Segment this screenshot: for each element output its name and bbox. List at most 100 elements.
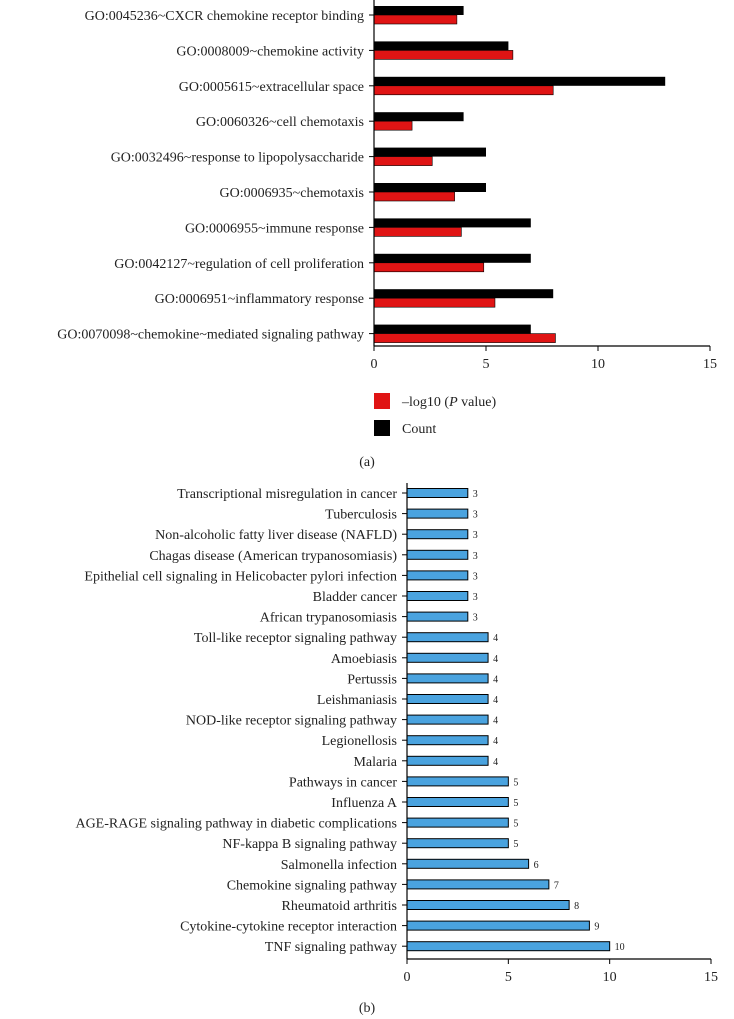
bar	[406, 694, 489, 704]
bar	[406, 858, 530, 869]
legend-swatch-pvalue	[374, 393, 390, 409]
bar	[406, 735, 489, 746]
bar-pvalue	[373, 14, 458, 25]
bar-count	[374, 289, 554, 299]
legend-label-count: Count	[402, 422, 436, 437]
bar-count	[374, 6, 464, 15]
bar-pvalue	[373, 120, 413, 131]
category-label: GO:0032496~response to lipopolysaccharid…	[111, 151, 364, 166]
category-label: Legionellosis	[322, 734, 397, 749]
data-label: 4	[493, 674, 498, 685]
data-label: 4	[493, 654, 498, 665]
category-label: GO:0006935~chemotaxis	[220, 186, 364, 201]
bar-count	[374, 112, 464, 122]
bar-count	[374, 324, 531, 334]
panel-label-a: (a)	[359, 455, 375, 470]
data-label: 4	[493, 695, 498, 706]
chart-b: Transcriptional misregulation in cancer 3…	[75, 483, 718, 1016]
bar-pvalue	[373, 50, 514, 60]
data-label: 3	[473, 613, 478, 624]
data-label: 7	[554, 880, 559, 891]
data-label: 5	[513, 839, 518, 850]
x-tick-label: 10	[591, 357, 605, 372]
category-label: Influenza A	[331, 796, 398, 811]
legend-label-pvalue-pre: –log10 (	[401, 395, 449, 410]
category-label: GO:0060326~cell chemotaxis	[196, 115, 364, 130]
bar-pvalue	[373, 227, 462, 237]
bar	[406, 591, 469, 601]
category-label: Pertussis	[347, 672, 397, 687]
data-label: 9	[594, 922, 599, 933]
panel-label-b: (b)	[359, 1001, 376, 1016]
category-label: Pathways in cancer	[289, 775, 397, 790]
category-label: Rheumatoid arthritis	[282, 899, 397, 914]
data-label: 5	[513, 777, 518, 788]
bar	[406, 838, 509, 849]
category-label: GO:0006951~inflammatory response	[155, 292, 364, 307]
bar	[406, 879, 550, 890]
data-label: 4	[493, 716, 498, 727]
legend-label-pvalue: –log10 (P value)	[401, 395, 496, 410]
x-tick-label: 15	[704, 970, 718, 985]
data-label: 6	[534, 860, 539, 871]
category-label: Cytokine-cytokine receptor interaction	[180, 920, 397, 935]
bar-count	[374, 147, 486, 157]
bar	[406, 714, 489, 725]
bar	[406, 920, 590, 931]
data-label: 5	[513, 798, 518, 809]
bar	[406, 632, 489, 643]
bar-count	[374, 183, 486, 192]
bar-count	[374, 41, 509, 51]
bar-pvalue	[373, 156, 433, 166]
category-label: Tuberculosis	[325, 508, 397, 523]
x-tick-label: 5	[483, 357, 490, 372]
category-label: TNF signaling pathway	[265, 940, 397, 955]
category-label: GO:0070098~chemokine~mediated signaling …	[57, 328, 364, 343]
bar	[406, 488, 469, 498]
category-label: Chemokine signaling pathway	[227, 878, 397, 893]
data-label: 10	[615, 942, 625, 953]
category-label: Chagas disease (American trypanosomiasis…	[149, 549, 397, 564]
category-label: Amoebiasis	[331, 652, 397, 667]
category-label: NOD-like receptor signaling pathway	[186, 714, 397, 729]
bar	[406, 673, 489, 684]
category-label: Salmonella infection	[281, 858, 397, 873]
category-label: Malaria	[353, 755, 397, 770]
category-label: NF-kappa B signaling pathway	[222, 837, 397, 852]
bar-count	[374, 253, 531, 263]
category-label: AGE-RAGE signaling pathway in diabetic c…	[75, 817, 397, 832]
category-label: Leishmaniasis	[317, 693, 397, 708]
category-label: GO:0005615~extracellular space	[179, 80, 364, 95]
data-label: 5	[513, 819, 518, 830]
legend-label-pvalue-post: value)	[458, 395, 497, 410]
bar	[406, 755, 489, 766]
data-label: 4	[493, 633, 498, 644]
category-label: Bladder cancer	[313, 590, 398, 605]
bar	[406, 652, 489, 663]
bar	[406, 900, 570, 910]
bar	[406, 776, 509, 787]
bar	[406, 941, 611, 952]
bar	[406, 611, 469, 622]
x-tick-label: 10	[603, 970, 617, 985]
bar-pvalue	[373, 85, 554, 96]
x-tick-label: 5	[505, 970, 512, 985]
category-label: GO:0008009~chemokine activity	[176, 44, 364, 59]
data-label: 3	[473, 571, 478, 582]
category-label: Non-alcoholic fatty liver disease (NAFLD…	[155, 528, 397, 543]
bar	[406, 549, 469, 560]
data-label: 4	[493, 757, 498, 768]
data-label: 8	[574, 901, 579, 912]
data-label: 4	[493, 736, 498, 747]
bar	[406, 570, 469, 581]
bar	[406, 529, 469, 540]
bar-pvalue	[373, 191, 455, 202]
category-label: African trypanosomiasis	[260, 611, 397, 626]
x-tick-label: 0	[371, 357, 378, 372]
category-label: Transcriptional misregulation in cancer	[177, 487, 397, 502]
category-label: GO:0045236~CXCR chemokine receptor bindi…	[85, 9, 364, 24]
data-label: 3	[473, 551, 478, 562]
bar-pvalue	[373, 297, 496, 308]
category-label: Epithelial cell signaling in Helicobacte…	[84, 569, 397, 584]
